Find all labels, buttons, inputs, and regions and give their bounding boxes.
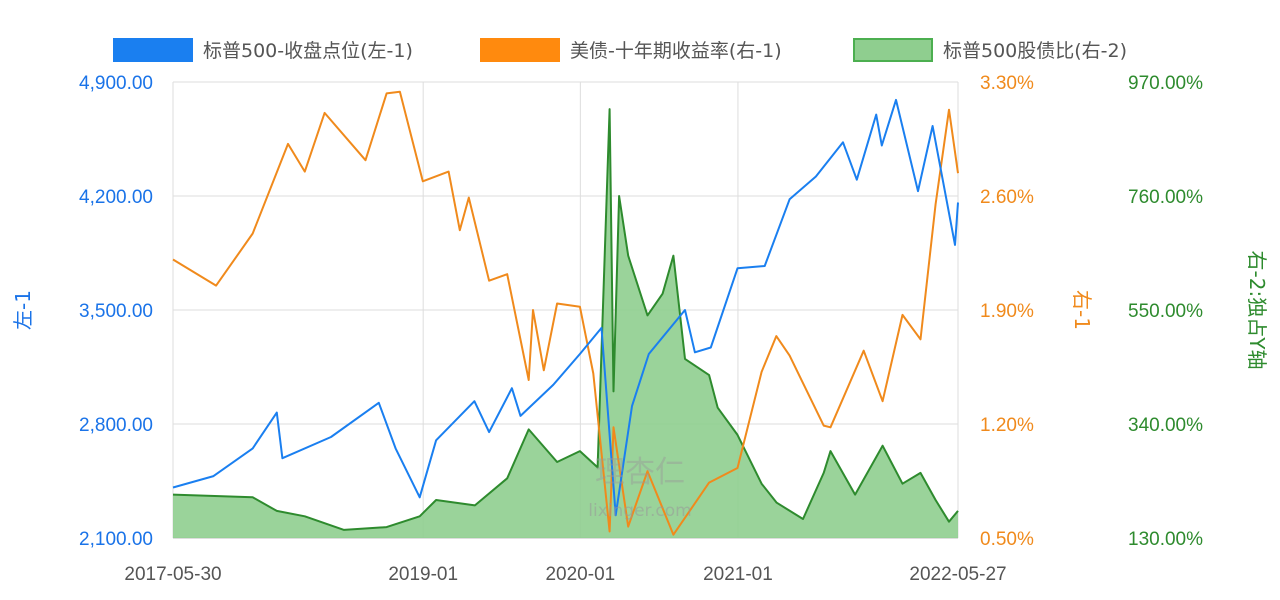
x-tick: 2020-01 xyxy=(545,564,615,585)
y-tick-right2: 760.00% xyxy=(1128,187,1203,208)
y-tick-right1: 0.50% xyxy=(980,529,1034,550)
y-tick-left: 2,800.00 xyxy=(79,415,153,436)
y-tick-right2: 130.00% xyxy=(1128,529,1203,550)
series-line xyxy=(172,98,959,517)
series-line xyxy=(172,90,959,536)
watermark-url: lixinger.com xyxy=(588,501,691,521)
y-tick-right2: 340.00% xyxy=(1128,415,1203,436)
x-tick: 2021-01 xyxy=(703,564,773,585)
x-tick: 2019-01 xyxy=(388,564,458,585)
y-tick-left: 4,900.00 xyxy=(79,73,153,94)
y-tick-right2: 550.00% xyxy=(1128,301,1203,322)
legend-item-spx[interactable]: 标普500-收盘点位(左-1) xyxy=(113,36,413,63)
y-tick-right2: 970.00% xyxy=(1128,73,1203,94)
y-tick-left: 3,500.00 xyxy=(79,301,153,322)
y-axis-title-right1: 右-1 xyxy=(1070,290,1094,330)
legend-swatch xyxy=(113,37,193,62)
legend-item-yield[interactable]: 美债-十年期收益率(右-1) xyxy=(480,36,782,63)
y-tick-left: 2,100.00 xyxy=(79,529,153,550)
x-tick: 2022-05-27 xyxy=(909,564,1006,585)
legend-label: 美债-十年期收益率(右-1) xyxy=(570,40,782,62)
legend-swatch xyxy=(480,37,560,62)
legend-swatch xyxy=(853,37,933,62)
legend-label: 标普500-收盘点位(左-1) xyxy=(203,40,413,62)
series-area-fill xyxy=(173,109,958,538)
y-tick-right1: 1.90% xyxy=(980,301,1034,322)
y-tick-left: 4,200.00 xyxy=(79,187,153,208)
y-tick-right1: 1.20% xyxy=(980,415,1034,436)
watermark-logo: 理杏仁 xyxy=(595,455,685,490)
y-axis-title-right2: 右-2:独占Y轴 xyxy=(1245,251,1269,370)
x-tick: 2017-05-30 xyxy=(124,564,221,585)
legend-label: 标普500股债比(右-2) xyxy=(943,40,1128,62)
series-line xyxy=(172,108,959,531)
y-tick-right1: 3.30% xyxy=(980,73,1034,94)
legend-item-ratio[interactable]: 标普500股债比(右-2) xyxy=(853,36,1127,63)
y-axis-title-left: 左-1 xyxy=(11,290,35,330)
y-tick-right1: 2.60% xyxy=(980,187,1034,208)
